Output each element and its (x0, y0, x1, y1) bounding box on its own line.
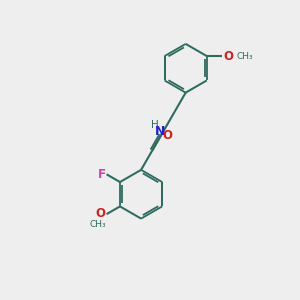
Text: F: F (98, 167, 105, 181)
Text: O: O (163, 129, 172, 142)
Text: CH₃: CH₃ (236, 52, 253, 61)
Text: CH₃: CH₃ (90, 220, 106, 229)
Text: O: O (96, 207, 106, 220)
Text: H: H (151, 120, 159, 130)
Text: N: N (154, 125, 165, 138)
Text: O: O (223, 50, 233, 63)
